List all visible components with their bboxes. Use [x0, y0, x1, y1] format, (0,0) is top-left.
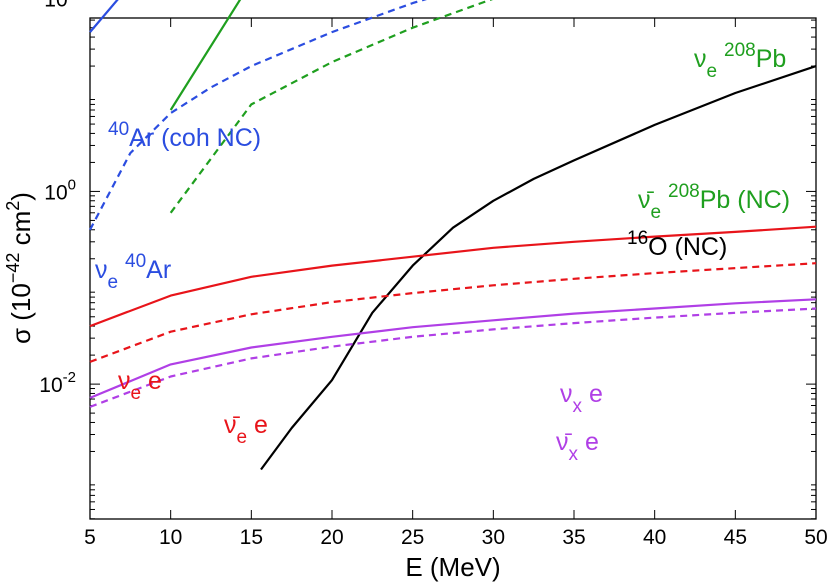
- annotation-part: x: [573, 396, 583, 417]
- annotation-part: e: [582, 380, 603, 408]
- series-line-nuebar-e: [89, 262, 817, 363]
- annotation-nuebar-e: ν̄e e: [224, 411, 268, 448]
- series-line-nue-ar40: [89, 0, 427, 231]
- y-axis-label: σ (10−42 cm2): [3, 192, 36, 344]
- annotation-part: Ar: [146, 256, 171, 284]
- x-tick-label: 15: [240, 526, 263, 549]
- annotation-part: ν̄: [638, 186, 655, 214]
- series-line-o16-nc: [260, 65, 817, 471]
- y-tick-label: 10-2: [39, 369, 76, 397]
- x-tick-label: 50: [804, 526, 827, 549]
- annotation-part: e: [247, 411, 268, 439]
- series-line-nuxbar-e: [89, 307, 817, 408]
- annotation-part: 16: [627, 228, 648, 249]
- y-axis-label-part: σ (10: [6, 283, 36, 344]
- y-tick-base: 10: [39, 374, 62, 397]
- y-axis-label-part: 2: [3, 201, 23, 211]
- y-tick-label: 102: [44, 0, 76, 12]
- annotation-part: 208: [724, 40, 756, 61]
- series-layer: [89, 0, 817, 471]
- annotation-part: 40: [108, 119, 129, 140]
- series-line-nue-e: [89, 225, 817, 328]
- annotation-part: e: [131, 383, 142, 404]
- x-tick-label: 45: [724, 526, 747, 549]
- annotation-part: [661, 186, 668, 214]
- annotation-part: Ar (coh NC): [129, 124, 261, 152]
- annotation-part: ν: [95, 256, 108, 284]
- annotation-part: e: [108, 272, 119, 293]
- annotation-part: e: [578, 428, 599, 456]
- annotation-part: 40: [125, 251, 146, 272]
- annotation-part: e: [651, 202, 662, 223]
- annotation-part: ν: [118, 367, 131, 395]
- annotation-part: x: [569, 444, 579, 465]
- annotation-nuxbar-e: ν̄x e: [556, 428, 599, 465]
- series-line-nue-pb208-nc: [169, 0, 493, 214]
- annotation-part: O (NC): [648, 233, 727, 261]
- annotation-part: e: [707, 61, 718, 82]
- y-axis-label-part: cm: [6, 211, 36, 253]
- y-tick-base: 10: [44, 0, 67, 12]
- y-tick-exponent: 0: [68, 176, 76, 193]
- annotation-part: Pb: [756, 45, 787, 73]
- annotation-part: ν̄: [556, 428, 573, 456]
- x-axis-label: E (MeV): [405, 552, 500, 582]
- y-axis-label-part: −42: [3, 253, 23, 284]
- x-tick-label: 10: [159, 526, 182, 549]
- series-line-ar40-coh-nc: [89, 0, 119, 33]
- annotation-part: [717, 45, 724, 73]
- annotation-part: ν: [560, 380, 573, 408]
- x-tick-label: 35: [562, 526, 585, 549]
- annotation-nue-pb208: νe 208Pb: [694, 40, 786, 82]
- x-tick-label: 20: [320, 526, 343, 549]
- annotation-part: ν̄: [224, 411, 241, 439]
- annotation-o16-nc: 16O (NC): [627, 228, 727, 261]
- annotation-nue-ar40: νe 40Ar: [95, 251, 171, 293]
- y-tick-label: 100: [44, 176, 76, 204]
- y-tick-exponent: -2: [63, 369, 76, 386]
- annotation-nue-pb208-nc: ν̄e 208Pb (NC): [638, 181, 790, 223]
- annotation-part: Pb (NC): [700, 186, 790, 214]
- annotation-part: e: [141, 367, 162, 395]
- annotation-part: ν: [694, 45, 707, 73]
- y-tick-exponent: 2: [68, 0, 76, 1]
- annotation-part: e: [237, 427, 248, 448]
- annotation-nux-e: νx e: [560, 380, 603, 417]
- annotation-ar40-coh: 40Ar (coh NC): [108, 119, 261, 152]
- x-tick-label: 5: [84, 526, 96, 549]
- plot-area-frame: [89, 17, 817, 520]
- series-line-nux-e: [89, 298, 817, 399]
- annotation-part: [118, 256, 125, 284]
- x-tick-label: 40: [643, 526, 666, 549]
- x-tick-label: 25: [401, 526, 424, 549]
- y-tick-base: 10: [44, 181, 67, 204]
- x-tick-label: 30: [482, 526, 505, 549]
- y-axis-label-part: ): [6, 192, 36, 201]
- annotation-part: 208: [668, 181, 700, 202]
- annotation-nue-e: νe e: [118, 367, 162, 404]
